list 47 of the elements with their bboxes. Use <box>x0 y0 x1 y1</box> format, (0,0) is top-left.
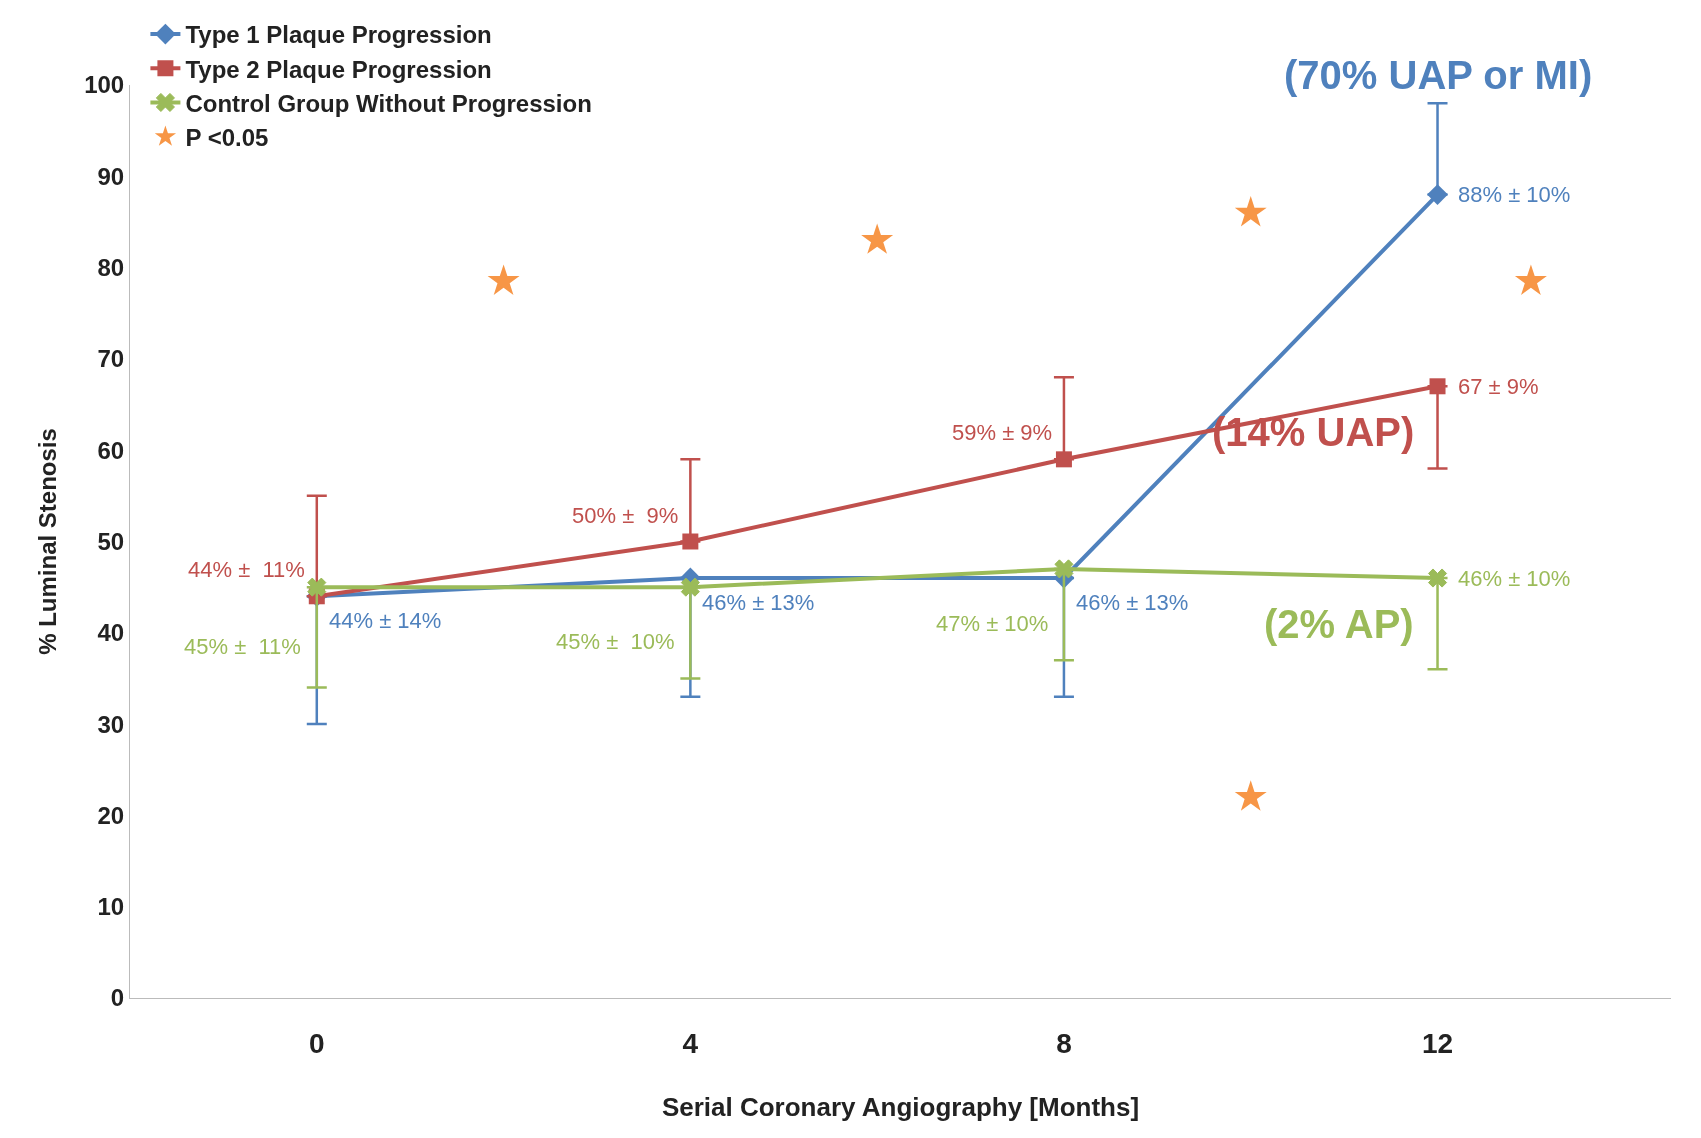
y-tick-label: 20 <box>97 801 125 829</box>
point <box>1427 568 1448 588</box>
legend-label: P <0.05 <box>185 124 269 152</box>
data-label: 59% ± 9% <box>952 420 1053 445</box>
data-label: 46% ± 13% <box>702 590 815 615</box>
point <box>487 264 520 295</box>
data-label: 45% ± 11% <box>184 634 301 659</box>
point <box>1055 451 1072 468</box>
data-label: 46% ± 10% <box>1458 566 1571 591</box>
point <box>680 577 700 597</box>
data-label: 88% ± 10% <box>1458 182 1571 207</box>
legend-label: Control Group Without Progression <box>185 89 592 117</box>
data-label: 45% ± 10% <box>556 629 675 654</box>
data-label: 50% ± 9% <box>572 503 679 528</box>
y-tick-label: 90 <box>97 162 125 190</box>
legend-label: Type 1 Plaque Progression <box>185 21 492 49</box>
y-tick-label: 100 <box>84 71 125 99</box>
point <box>861 223 894 254</box>
x-axis-title: Serial Coronary Angiography [Months] <box>661 1092 1140 1123</box>
y-tick-label: 80 <box>97 254 125 281</box>
annotation: (70% UAP or MI) <box>1284 53 1593 97</box>
x-tick-label: 0 <box>309 1027 325 1059</box>
point <box>307 577 327 597</box>
legend-label: Type 2 Plaque Progression <box>185 55 492 83</box>
x-tick-label: 4 <box>682 1027 699 1059</box>
y-axis-title: % Luminal Stenosis <box>34 428 62 655</box>
y-tick-label: 50 <box>97 527 125 555</box>
x-tick-label: 8 <box>1056 1027 1072 1059</box>
point <box>682 533 699 550</box>
data-label: 46% ± 13% <box>1076 590 1189 615</box>
y-tick-label: 0 <box>110 984 125 1012</box>
annotation: (2% AP) <box>1264 602 1414 646</box>
point <box>1429 378 1446 395</box>
data-label: 44% ± 14% <box>329 608 442 633</box>
point <box>1234 196 1267 227</box>
data-label: 67 ± 9% <box>1458 374 1539 399</box>
y-tick-label: 30 <box>97 710 125 738</box>
y-tick-label: 10 <box>97 893 125 921</box>
point <box>1054 559 1074 579</box>
y-tick-label: 60 <box>97 436 125 464</box>
x-tick-label: 12 <box>1421 1027 1454 1059</box>
data-label: 44% ± 11% <box>188 557 305 582</box>
y-tick-label: 70 <box>97 345 125 373</box>
data-label: 47% ± 10% <box>936 611 1049 636</box>
point <box>1514 264 1547 295</box>
y-tick-label: 40 <box>97 619 125 647</box>
point <box>1427 184 1448 205</box>
